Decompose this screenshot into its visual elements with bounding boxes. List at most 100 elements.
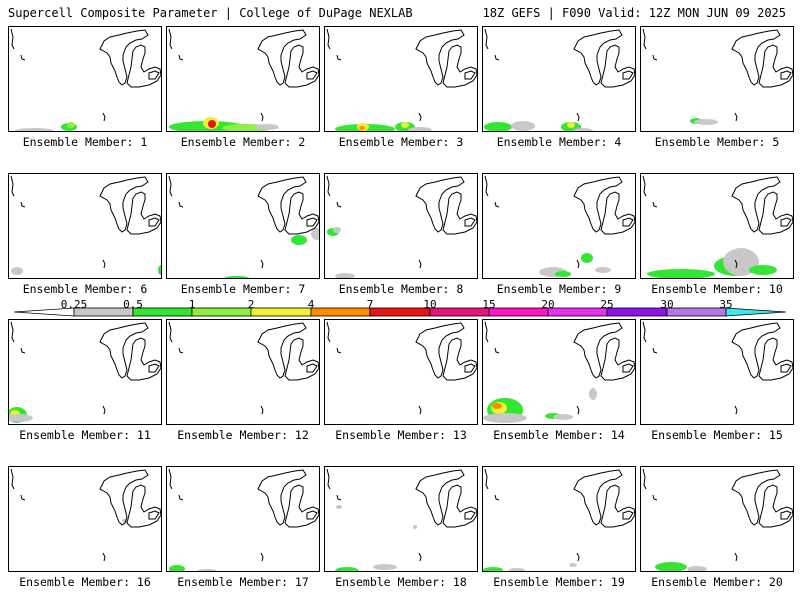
member-label-14: Ensemble Member: 14 [493, 428, 625, 442]
shoreline-left [326, 321, 331, 343]
great-lakes-map [10, 468, 161, 562]
great-lakes-outline [99, 29, 161, 88]
map-panel-member-13 [324, 319, 478, 425]
lake-winnebago-mark [20, 347, 26, 354]
scp-contour-2-4 [255, 124, 279, 130]
scp-contour-14-3 [483, 413, 527, 423]
member-label-11: Ensemble Member: 11 [19, 428, 151, 442]
legend-tick-label: 2 [247, 298, 255, 311]
shoreline-left [168, 468, 173, 490]
scp-contour-10-4 [749, 265, 777, 275]
scp-contour-3-5 [408, 127, 432, 131]
scp-contour-19-1 [509, 568, 525, 571]
small-lake-mark [418, 112, 422, 122]
great-lakes-outline [99, 322, 161, 381]
great-lakes-map [483, 321, 635, 423]
small-lake-mark [576, 405, 580, 415]
legend-tick-label: 0.25 [60, 298, 88, 311]
shoreline-left [484, 175, 489, 197]
great-lakes-outline [257, 176, 319, 235]
scp-contour-9-0 [581, 253, 593, 263]
scp-contour-18-2 [413, 525, 417, 529]
scp-contour-14-5 [553, 414, 573, 420]
great-lakes-outline [573, 322, 635, 381]
great-lakes-outline [415, 29, 477, 88]
lake-winnebago-mark [178, 347, 184, 354]
scp-contour-5-1 [694, 119, 718, 125]
map-panel-member-2 [166, 26, 320, 132]
great-lakes-map [483, 468, 635, 571]
member-label-4: Ensemble Member: 4 [496, 135, 622, 149]
scp-contour-4-0 [484, 122, 512, 131]
great-lakes-outline [99, 469, 161, 528]
scp-contour-7-1 [311, 228, 319, 240]
scp-contour-14-2 [492, 403, 502, 409]
lake-winnebago-mark [494, 201, 500, 208]
small-lake-mark [734, 405, 738, 415]
lake-winnebago-mark [494, 347, 500, 354]
great-lakes-outline [415, 322, 477, 381]
legend-tick-label: 20 [541, 298, 555, 311]
shoreline-left [10, 468, 15, 490]
member-label-3: Ensemble Member: 3 [338, 135, 464, 149]
small-lake-mark [260, 112, 264, 122]
scp-contour-4-4 [573, 128, 593, 131]
scp-contour-4-1 [511, 121, 535, 131]
map-panel-member-11 [8, 319, 162, 425]
great-lakes-map [10, 28, 161, 131]
shoreline-left [326, 28, 331, 50]
color-scale-legend [13, 307, 787, 317]
member-label-18: Ensemble Member: 18 [335, 575, 467, 589]
member-label-15: Ensemble Member: 15 [651, 428, 783, 442]
great-lakes-map [168, 468, 319, 571]
map-panel-member-4 [482, 26, 636, 132]
legend-swatch-7 [488, 307, 549, 317]
scp-contour-9-3 [595, 267, 611, 273]
scp-contour-6-0 [11, 267, 23, 275]
great-lakes-map [168, 321, 319, 415]
member-label-20: Ensemble Member: 20 [651, 575, 783, 589]
member-label-7: Ensemble Member: 7 [180, 282, 306, 296]
scp-contour-1-1 [67, 122, 75, 128]
map-panel-member-20 [640, 466, 794, 572]
scp-contour-14-6 [589, 388, 597, 400]
shoreline-left [484, 321, 489, 343]
great-lakes-outline [731, 29, 793, 88]
legend-tick-label: 4 [307, 298, 315, 311]
lake-winnebago-mark [652, 494, 658, 501]
small-lake-mark [576, 112, 580, 122]
legend-swatch-8 [547, 307, 608, 317]
member-label-5: Ensemble Member: 5 [654, 135, 780, 149]
scp-contour-8-2 [335, 273, 355, 278]
lake-winnebago-mark [652, 54, 658, 61]
shoreline-left [326, 468, 331, 490]
great-lakes-map [484, 28, 635, 131]
shoreline-left [168, 321, 173, 343]
small-lake-mark [102, 112, 106, 122]
great-lakes-map [9, 321, 161, 423]
member-label-19: Ensemble Member: 19 [493, 575, 625, 589]
small-lake-mark [102, 405, 106, 415]
legend-swatch-5 [369, 307, 431, 317]
scp-contour-8-1 [333, 227, 341, 233]
great-lakes-map [326, 175, 477, 278]
great-lakes-map [642, 175, 793, 278]
legend-swatch-3 [250, 307, 312, 317]
lake-winnebago-mark [336, 494, 342, 501]
lake-winnebago-mark [652, 201, 658, 208]
member-label-1: Ensemble Member: 1 [22, 135, 148, 149]
legend-swatch-10 [666, 307, 727, 317]
scp-contour-2-2 [208, 120, 216, 128]
member-label-13: Ensemble Member: 13 [335, 428, 467, 442]
great-lakes-outline [415, 176, 477, 235]
small-lake-mark [418, 405, 422, 415]
scp-contour-3-2 [359, 126, 365, 130]
scp-contour-7-0 [291, 235, 307, 245]
great-lakes-outline [573, 469, 635, 528]
great-lakes-outline [731, 469, 793, 528]
map-panel-member-7 [166, 173, 320, 279]
lake-winnebago-mark [20, 494, 26, 501]
scp-contour-17-1 [197, 569, 217, 571]
lake-winnebago-mark [178, 201, 184, 208]
member-label-16: Ensemble Member: 16 [19, 575, 151, 589]
